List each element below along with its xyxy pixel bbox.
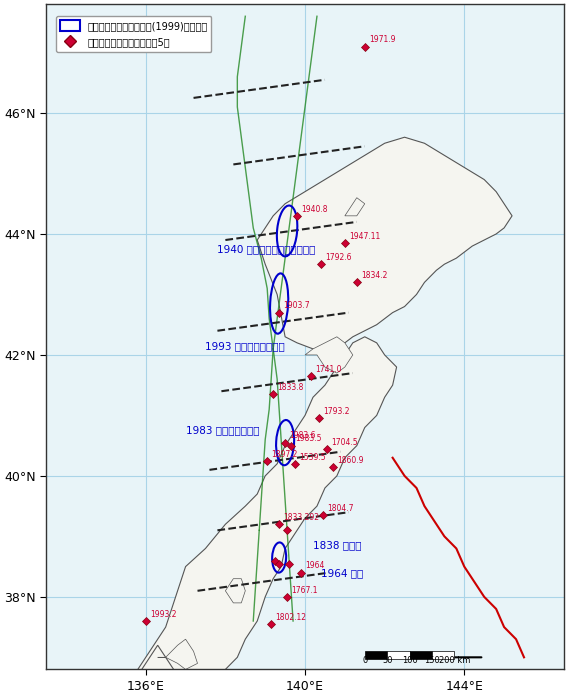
Text: 1838 庄内沖: 1838 庄内沖	[313, 540, 361, 551]
Text: 50: 50	[382, 657, 392, 666]
Legend: 震源域（地震調査委員会(1999)による）, 検討した主なイベント（表5）: 震源域（地震調査委員会(1999)による）, 検討した主なイベント（表5）	[56, 15, 211, 52]
Bar	[432, 651, 454, 659]
Text: 1964: 1964	[305, 562, 324, 570]
Text: 1983 日本海中部地震: 1983 日本海中部地震	[186, 426, 259, 436]
Text: 1983.5: 1983.5	[295, 434, 321, 443]
Text: 1802.12: 1802.12	[275, 613, 306, 622]
Text: 1993.2: 1993.2	[150, 610, 177, 619]
Text: 1834.2: 1834.2	[361, 271, 387, 280]
Text: 1964 新潟: 1964 新潟	[321, 567, 363, 578]
Bar	[410, 651, 432, 659]
Text: 1704.5: 1704.5	[331, 438, 358, 447]
Text: 1947.11: 1947.11	[349, 232, 380, 241]
Text: 1804.7: 1804.7	[327, 504, 354, 513]
Text: 1903.7: 1903.7	[283, 301, 310, 310]
Polygon shape	[225, 579, 245, 603]
Bar	[365, 651, 387, 659]
Text: 1940.8: 1940.8	[301, 205, 328, 214]
Text: 1833.8: 1833.8	[277, 383, 304, 392]
Text: 1897.2: 1897.2	[272, 450, 298, 459]
Text: 1793.2: 1793.2	[323, 407, 350, 416]
Polygon shape	[46, 337, 396, 697]
Text: 150: 150	[424, 657, 440, 666]
Polygon shape	[257, 137, 512, 355]
Text: 1940 神威岬沖（積丹半島沖）: 1940 神威岬沖（積丹半島沖）	[218, 244, 316, 254]
Text: 1833.292: 1833.292	[283, 513, 319, 522]
Bar	[387, 651, 410, 659]
Text: 1983.6: 1983.6	[289, 431, 316, 441]
Text: 0: 0	[362, 657, 367, 666]
Text: 1539.5: 1539.5	[299, 452, 326, 461]
Polygon shape	[158, 639, 198, 669]
Text: 1860.9: 1860.9	[337, 456, 364, 465]
Text: 1741.0: 1741.0	[315, 365, 342, 374]
Text: 1792.6: 1792.6	[325, 253, 352, 262]
Text: 200 km: 200 km	[438, 657, 470, 666]
Text: 1767.1: 1767.1	[291, 585, 318, 595]
Polygon shape	[305, 337, 353, 373]
Polygon shape	[345, 198, 365, 216]
Text: 1993 北海道南西沖地震: 1993 北海道南西沖地震	[206, 341, 285, 351]
Text: 1971.9: 1971.9	[369, 36, 395, 45]
Text: 100: 100	[402, 657, 417, 666]
